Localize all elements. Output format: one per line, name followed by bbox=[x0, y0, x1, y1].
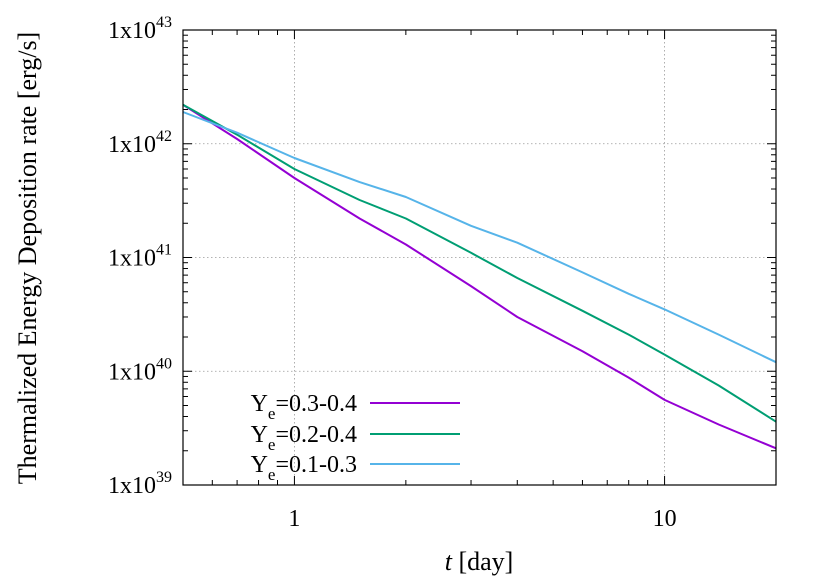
legend-label-3: Ye=0.1-0.3 bbox=[251, 452, 357, 484]
x-axis-label: t [day] bbox=[445, 547, 514, 576]
ticks bbox=[182, 29, 777, 486]
y-tick-label: 1x1041 bbox=[108, 242, 172, 272]
series-line-3 bbox=[182, 111, 777, 364]
legend-label-1: Ye=0.3-0.4 bbox=[251, 391, 357, 423]
x-axis-label-unit: [day] bbox=[452, 547, 513, 576]
x-tick-label: 10 bbox=[653, 506, 677, 532]
series-layer bbox=[182, 103, 777, 450]
series-line-2 bbox=[182, 103, 777, 423]
y-axis-label: Thermalized Energy Deposition rate [erg/… bbox=[13, 32, 42, 484]
legend: Ye=0.3-0.4Ye=0.2-0.4Ye=0.1-0.3 bbox=[251, 391, 460, 484]
legend-label-2: Ye=0.2-0.4 bbox=[251, 422, 357, 454]
y-tick-label: 1x1042 bbox=[108, 128, 172, 158]
y-tick-label: 1x1039 bbox=[108, 469, 172, 499]
series-line-1 bbox=[182, 103, 777, 450]
y-tick-label: 1x1040 bbox=[108, 355, 172, 385]
tick-labels: 1 10 1x1039 1x1040 1x1041 1x1042 1x1043 bbox=[108, 14, 677, 532]
y-tick-label: 1x1043 bbox=[108, 14, 172, 44]
x-tick-label: 1 bbox=[288, 506, 300, 532]
x-axis-label-variable: t bbox=[445, 547, 453, 576]
